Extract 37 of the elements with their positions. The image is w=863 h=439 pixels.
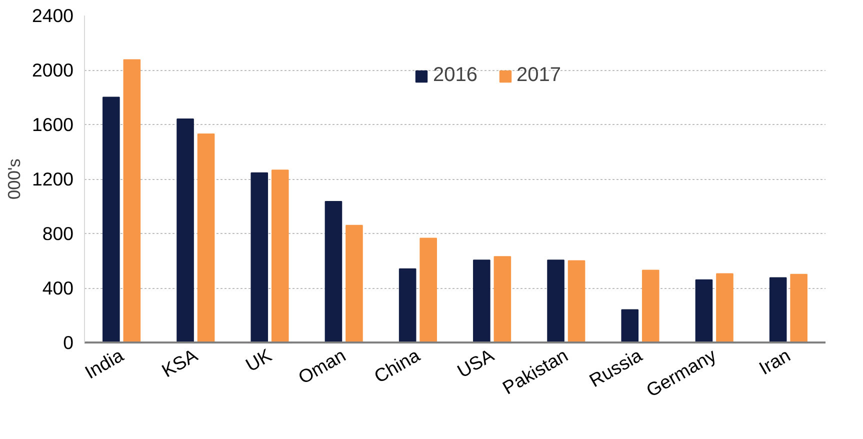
x-tick-label: China [370,344,424,387]
x-tick-label: KSA [158,344,202,382]
x-tick-label: India [81,344,128,383]
bar [547,260,564,342]
y-tick-label: 400 [42,278,74,298]
legend-label: 2016 [433,64,478,87]
bar [123,59,141,342]
legend-label: 2017 [516,64,561,87]
bar [621,309,639,342]
x-tick-label: USA [454,344,498,382]
y-tick-label: 1600 [32,114,74,135]
x-tick-label: Oman [294,344,350,388]
bar [494,256,512,342]
bar [102,96,120,342]
y-tick-label: 2400 [32,5,74,26]
bar [398,268,416,342]
bar [790,274,808,342]
bar [197,134,215,342]
bar [324,200,342,342]
x-tick-label: UK [242,344,276,376]
bar [769,277,787,342]
bar [642,270,660,342]
bar [473,260,490,342]
bar [716,273,734,342]
bar [271,170,289,342]
x-tick-label: Iran [755,344,794,379]
y-axis-title: 000's [4,158,24,200]
bar [176,118,194,342]
bar [346,224,363,342]
y-tick-label: 0 [63,332,74,353]
bar [695,279,713,342]
bar [568,260,586,342]
y-tick-label: 2000 [32,60,74,80]
y-tick-label: 800 [42,223,74,244]
bar [420,238,437,342]
y-tick-label: 1200 [32,168,74,190]
bar [250,172,268,342]
